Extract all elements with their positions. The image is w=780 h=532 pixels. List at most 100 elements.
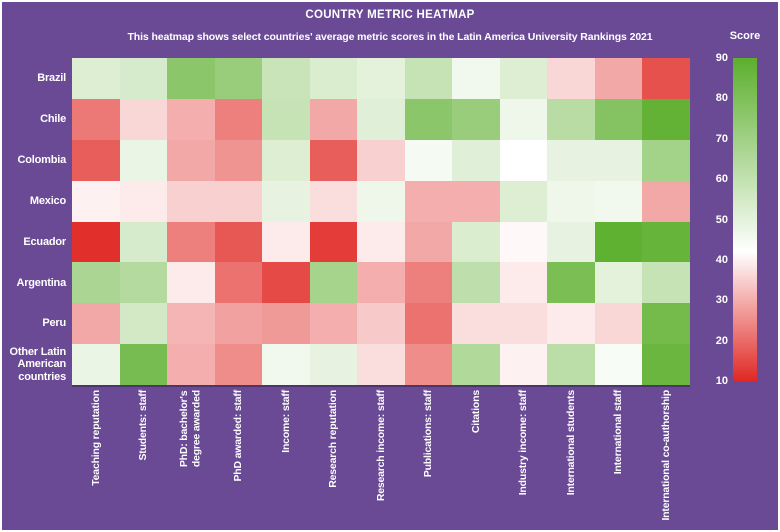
heatmap-cell <box>594 262 643 304</box>
row-label: Brazil <box>37 72 66 85</box>
heatmap-cell <box>452 221 500 263</box>
heatmap-cell <box>547 180 595 222</box>
heatmap-cell <box>357 139 405 181</box>
row-label: Ecuador <box>23 235 66 248</box>
heatmap-cell <box>452 58 500 99</box>
heatmap-cell <box>499 98 548 140</box>
colorbar-gradient <box>733 58 757 381</box>
column-label: Research income: staff <box>374 390 387 502</box>
column-label: Income: staff <box>279 390 292 453</box>
heatmap-cell <box>452 180 500 222</box>
heatmap-cell <box>214 58 263 99</box>
heatmap-cell <box>642 221 690 263</box>
row-label: Argentina <box>16 276 66 289</box>
heatmap-cell <box>642 98 690 140</box>
heatmap-cell <box>309 58 358 99</box>
heatmap-cell <box>167 98 215 140</box>
heatmap-cell <box>119 98 168 140</box>
heatmap-cell <box>404 58 453 99</box>
heatmap-cell <box>499 139 548 181</box>
heatmap-cell <box>167 344 215 385</box>
row-label: Colombia <box>17 153 66 166</box>
x-axis-line <box>72 385 690 387</box>
heatmap-cell <box>262 303 310 345</box>
chart-title: COUNTRY METRIC HEATMAP <box>305 9 475 21</box>
heatmap-cell <box>452 344 500 385</box>
colorbar-tick: 50 <box>715 213 728 226</box>
heatmap-cell <box>499 180 548 222</box>
row-label: Mexico <box>29 194 66 207</box>
row-label: Chile <box>40 113 66 126</box>
colorbar-tick: 80 <box>715 92 728 105</box>
heatmap-cell <box>547 344 595 385</box>
column-label: Citations <box>469 390 482 434</box>
heatmap-cell <box>72 139 120 181</box>
heatmap-cell <box>642 180 690 222</box>
heatmap-cell <box>642 303 690 345</box>
column-label: Teaching reputation <box>89 390 102 486</box>
column-label: International co-authorship <box>659 390 672 521</box>
colorbar-tick: 70 <box>715 132 728 145</box>
heatmap-cell <box>72 303 120 345</box>
heatmap-cell <box>309 303 358 345</box>
heatmap-cell <box>214 139 263 181</box>
heatmap-cell <box>594 139 643 181</box>
heatmap-cell <box>309 180 358 222</box>
heatmap-cell <box>214 262 263 304</box>
heatmap-cell <box>262 221 310 263</box>
colorbar-tick: 10 <box>715 375 728 387</box>
heatmap-cell <box>357 344 405 385</box>
heatmap-cell <box>404 303 453 345</box>
colorbar-tick: 30 <box>715 294 728 307</box>
heatmap-cell <box>547 58 595 99</box>
column-label: PhD: bachelor's degree awarded <box>178 390 203 468</box>
heatmap-cell <box>262 344 310 385</box>
heatmap-cell <box>452 303 500 345</box>
column-label: Students: staff <box>137 390 150 461</box>
heatmap-cell <box>547 98 595 140</box>
colorbar-tick: 60 <box>715 173 728 186</box>
heatmap-cell <box>262 180 310 222</box>
heatmap-cell <box>499 58 548 99</box>
heatmap-cell <box>214 221 263 263</box>
heatmap-cell <box>594 221 643 263</box>
chart-subtitle: This heatmap shows select countries' ave… <box>127 31 653 43</box>
heatmap-cell <box>262 139 310 181</box>
colorbar-tick: 90 <box>715 52 728 64</box>
heatmap-cell <box>357 58 405 99</box>
heatmap-cell <box>404 98 453 140</box>
heatmap-cell <box>594 180 643 222</box>
column-label: International students <box>564 390 577 496</box>
heatmap-cell <box>309 262 358 304</box>
row-label: Peru <box>42 317 66 330</box>
heatmap-cell <box>167 221 215 263</box>
column-label: Research reputation <box>327 390 340 488</box>
heatmap-cell <box>642 344 690 385</box>
heatmap-cell <box>357 262 405 304</box>
heatmap-cell <box>404 180 453 222</box>
heatmap-cell <box>452 139 500 181</box>
heatmap-cell <box>167 139 215 181</box>
colorbar-tick: 20 <box>715 334 728 347</box>
heatmap-cell <box>119 58 168 99</box>
heatmap-cell <box>499 221 548 263</box>
heatmap-cell <box>309 98 358 140</box>
heatmap-cell <box>167 58 215 99</box>
heatmap-cell <box>119 139 168 181</box>
heatmap-cell <box>499 262 548 304</box>
heatmap-cell <box>594 303 643 345</box>
heatmap-cell <box>452 262 500 304</box>
heatmap-cell <box>499 303 548 345</box>
heatmap-cell <box>594 98 643 140</box>
column-label: International staff <box>612 390 625 475</box>
heatmap-cell <box>642 58 690 99</box>
heatmap-grid <box>72 58 690 385</box>
heatmap-cell <box>594 344 643 385</box>
heatmap-cell <box>119 344 168 385</box>
heatmap-cell <box>309 221 358 263</box>
heatmap-cell <box>499 344 548 385</box>
heatmap-cell <box>642 139 690 181</box>
heatmap-cell <box>214 303 263 345</box>
row-label: Other Latin American countries <box>9 345 67 383</box>
